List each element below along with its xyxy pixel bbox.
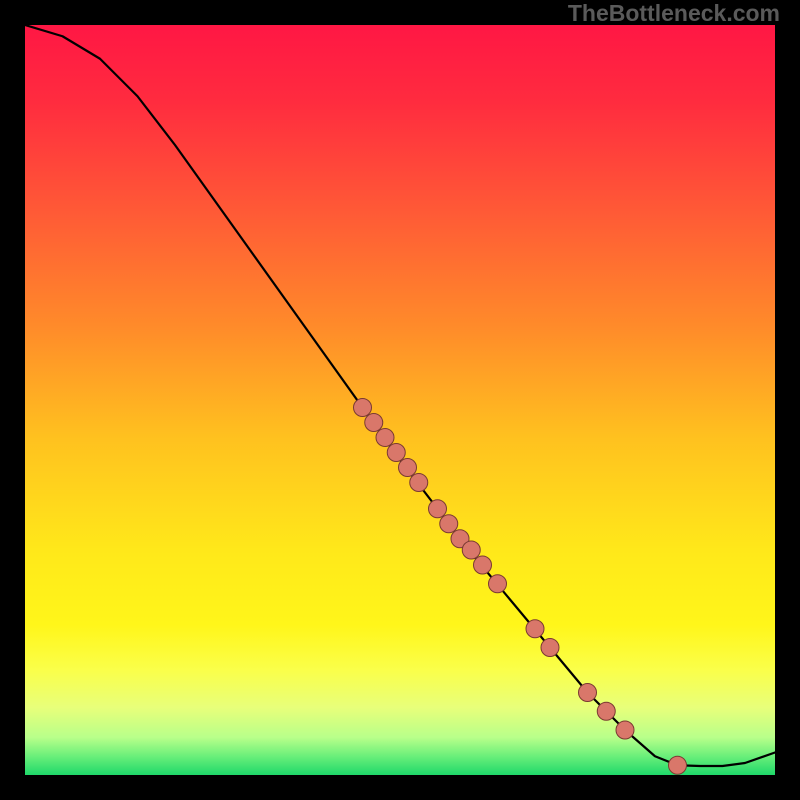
data-marker: [387, 444, 405, 462]
data-marker: [462, 541, 480, 559]
data-marker: [526, 620, 544, 638]
marker-group: [354, 399, 687, 775]
data-marker: [579, 684, 597, 702]
data-marker: [597, 702, 615, 720]
data-marker: [669, 756, 687, 774]
data-marker: [399, 459, 417, 477]
watermark-text: TheBottleneck.com: [568, 0, 780, 27]
data-marker: [541, 639, 559, 657]
data-marker: [354, 399, 372, 417]
data-marker: [429, 500, 447, 518]
data-marker: [440, 515, 458, 533]
data-marker: [410, 474, 428, 492]
chart-overlay-svg: [25, 25, 775, 775]
data-marker: [365, 414, 383, 432]
data-marker: [489, 575, 507, 593]
bottleneck-curve: [25, 25, 775, 766]
chart-plot-area: [25, 25, 775, 775]
data-marker: [376, 429, 394, 447]
data-marker: [474, 556, 492, 574]
data-marker: [616, 721, 634, 739]
